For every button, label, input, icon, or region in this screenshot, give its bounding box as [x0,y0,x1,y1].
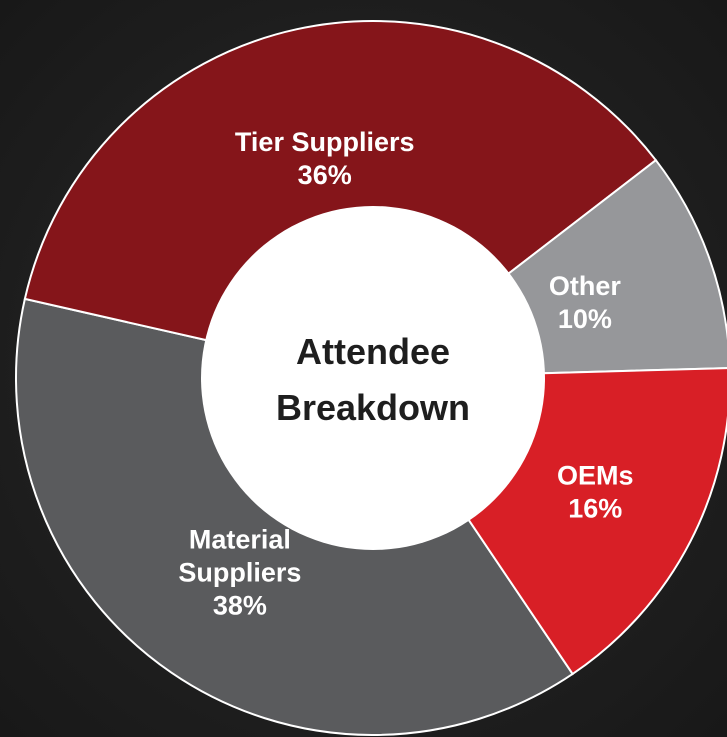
slice-name-material-suppliers: Suppliers [178,557,301,587]
donut-hole [201,206,545,550]
slice-value-oems: 16% [568,494,622,524]
center-title-line-1: Attendee [296,331,450,372]
slice-label-tier-suppliers: Tier Suppliers 36% [235,127,415,190]
slice-tier-suppliers [23,20,658,380]
slice-value-tier-suppliers: 36% [298,160,352,190]
slice-name-tier-suppliers: Tier Suppliers [235,127,415,157]
center-title-line-2: Breakdown [276,387,470,428]
slice-label-oems: OEMs 16% [557,461,634,524]
slice-name-other: Other [549,271,622,301]
slice-value-other: 10% [558,304,612,334]
slice-value-material-suppliers: 38% [213,590,267,620]
slice-labels: Material Suppliers 38% Tier Suppliers 36% Oth… [178,127,633,621]
slice-name-oems: OEMs [557,461,634,491]
slice-name-material-suppliers: Material [189,524,291,554]
slice-label-other: Other 10% [549,271,622,334]
slice-label-material-suppliers: Material Suppliers 38% [178,524,301,620]
